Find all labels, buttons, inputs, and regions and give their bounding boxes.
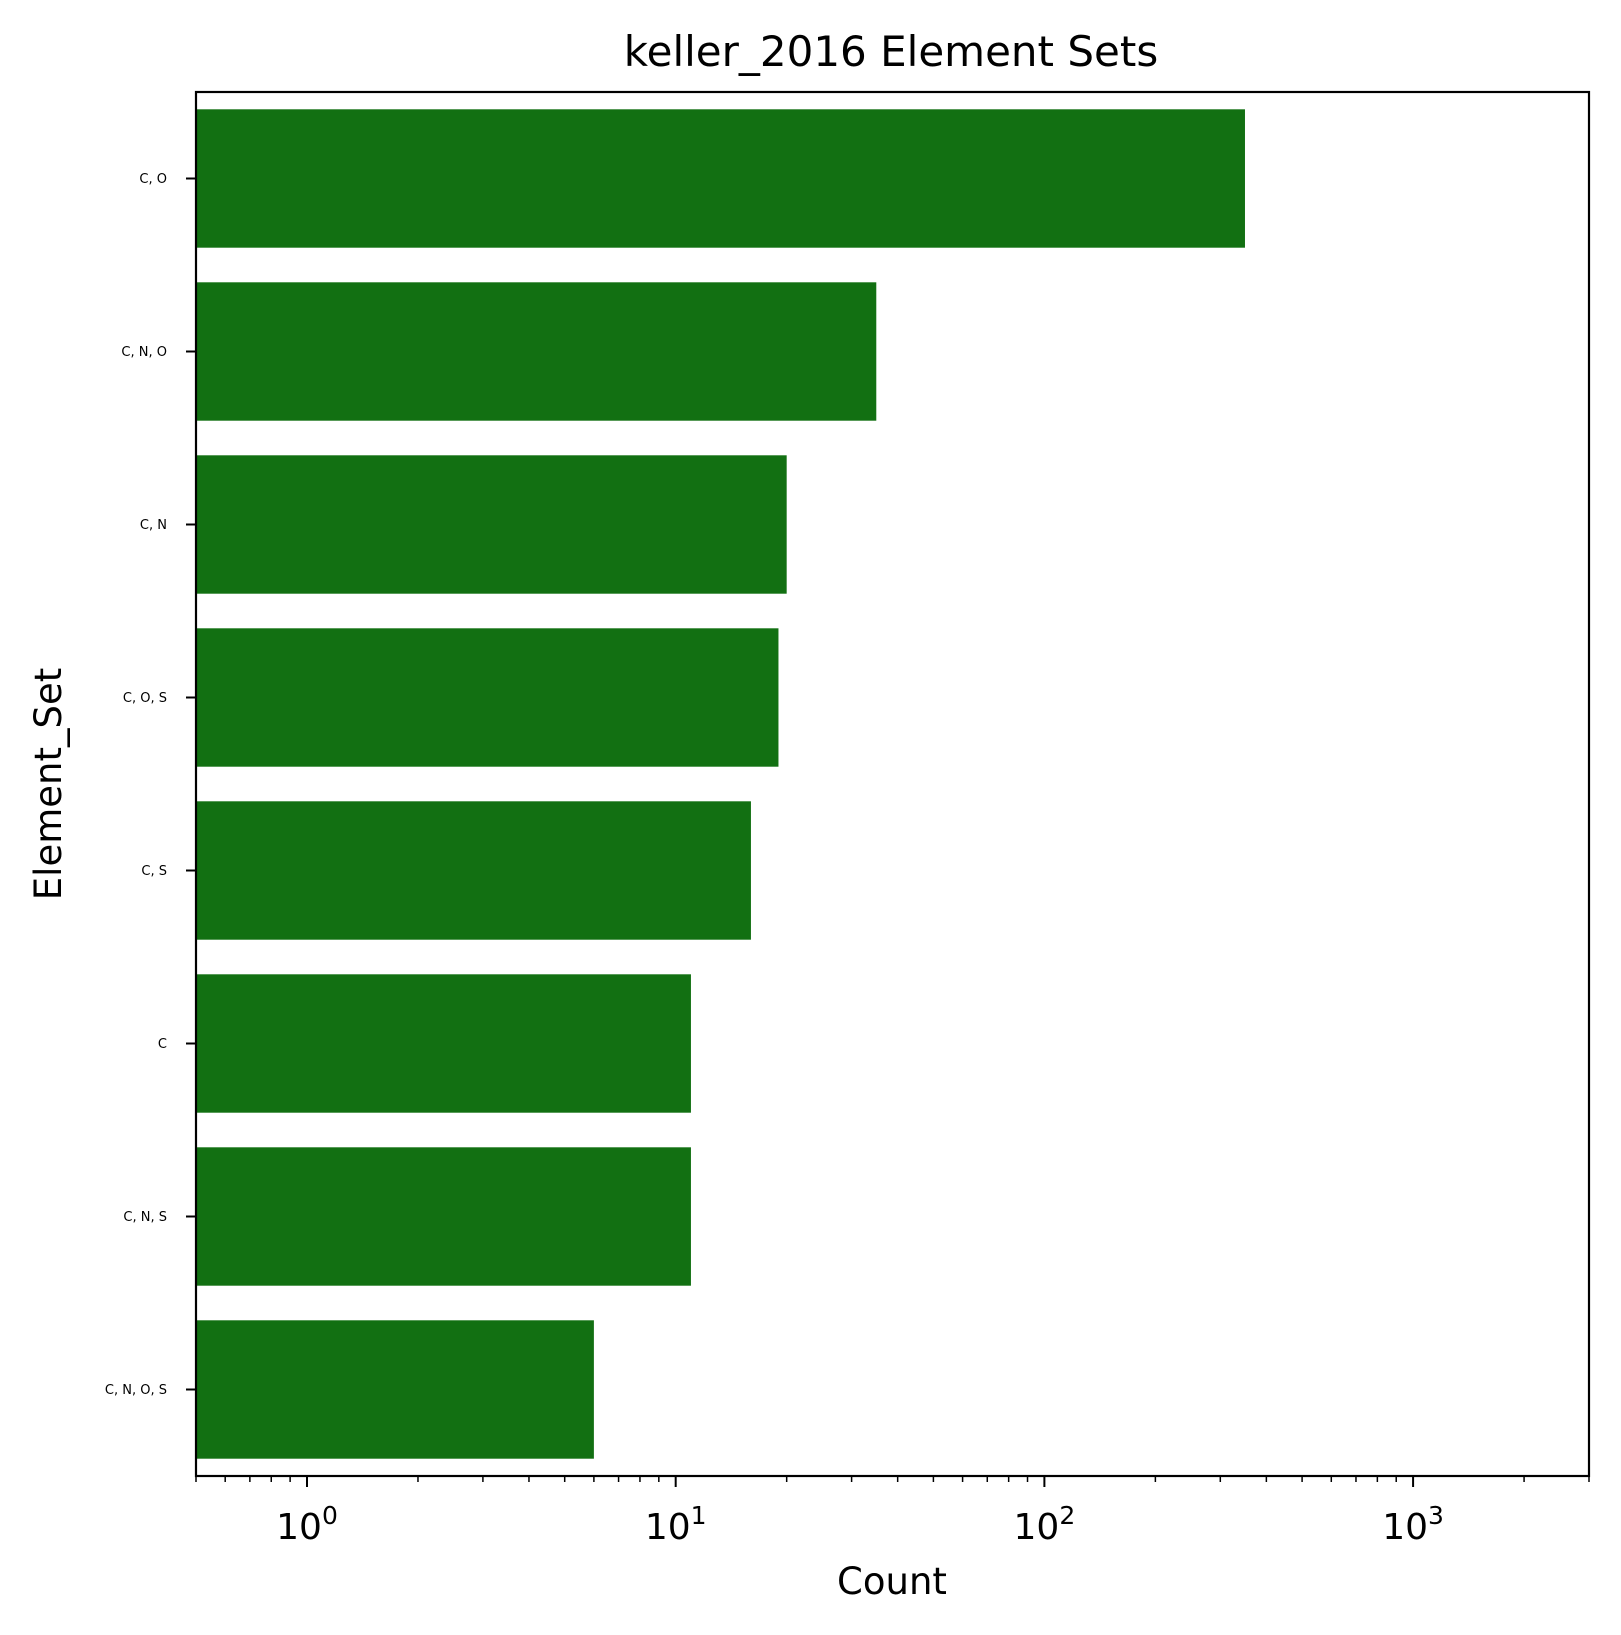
x-tick-base: 10 bbox=[645, 1507, 691, 1548]
y-axis: C, O C, N, O C, N C, O, S C, S C C, N, S C, N, … bbox=[105, 172, 196, 1398]
y-tick-label: C bbox=[158, 1037, 167, 1052]
x-tick-base: 10 bbox=[1014, 1507, 1060, 1548]
bar bbox=[196, 801, 751, 940]
x-tick-exponent: 3 bbox=[1428, 1501, 1444, 1530]
x-axis-title: Count bbox=[837, 1560, 947, 1603]
y-tick-label: C, N bbox=[140, 518, 167, 533]
x-tick-base: 10 bbox=[1382, 1507, 1428, 1548]
x-tick-base: 10 bbox=[276, 1507, 322, 1548]
bar bbox=[196, 974, 691, 1113]
bar bbox=[196, 1320, 594, 1459]
y-tick-label: C, N, S bbox=[123, 1210, 167, 1225]
x-tick-label: 101 bbox=[645, 1501, 707, 1548]
y-tick-label: C, O bbox=[139, 172, 167, 187]
chart-title: keller_2016 Element Sets bbox=[624, 27, 1158, 76]
bar bbox=[196, 282, 877, 421]
y-tick-label: C, O, S bbox=[123, 691, 167, 706]
bar bbox=[196, 1147, 691, 1286]
x-tick-label: 102 bbox=[1014, 1501, 1076, 1548]
x-tick-exponent: 0 bbox=[322, 1501, 338, 1530]
bar bbox=[196, 628, 779, 767]
x-tick-exponent: 1 bbox=[691, 1501, 707, 1530]
bars-layer bbox=[196, 109, 1245, 1459]
y-tick-label: C, S bbox=[141, 864, 167, 879]
x-tick-exponent: 2 bbox=[1059, 1501, 1075, 1530]
y-tick-label: C, N, O bbox=[121, 345, 167, 360]
plot-frame bbox=[194, 90, 1591, 1478]
y-axis-title: Element_Set bbox=[27, 668, 70, 900]
y-tick-label: C, N, O, S bbox=[105, 1383, 167, 1398]
x-tick-label: 100 bbox=[276, 1501, 338, 1548]
bar bbox=[196, 455, 787, 594]
x-axis: 100 101 102 103 bbox=[195, 1476, 1590, 1548]
bar bbox=[196, 109, 1245, 248]
x-tick-label: 103 bbox=[1382, 1501, 1444, 1548]
